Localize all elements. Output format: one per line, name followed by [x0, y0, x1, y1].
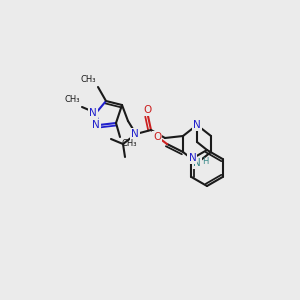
Text: CH₃: CH₃ — [122, 139, 137, 148]
Text: CH₃: CH₃ — [80, 75, 96, 84]
Text: N: N — [188, 153, 196, 163]
Text: N: N — [193, 120, 201, 130]
Text: O: O — [153, 132, 161, 142]
Text: CH₃: CH₃ — [64, 95, 80, 104]
Text: N: N — [89, 108, 97, 118]
Text: N: N — [193, 158, 201, 168]
Text: O: O — [144, 105, 152, 115]
Text: H: H — [202, 158, 208, 166]
Text: N: N — [131, 129, 139, 139]
Text: N: N — [92, 120, 100, 130]
